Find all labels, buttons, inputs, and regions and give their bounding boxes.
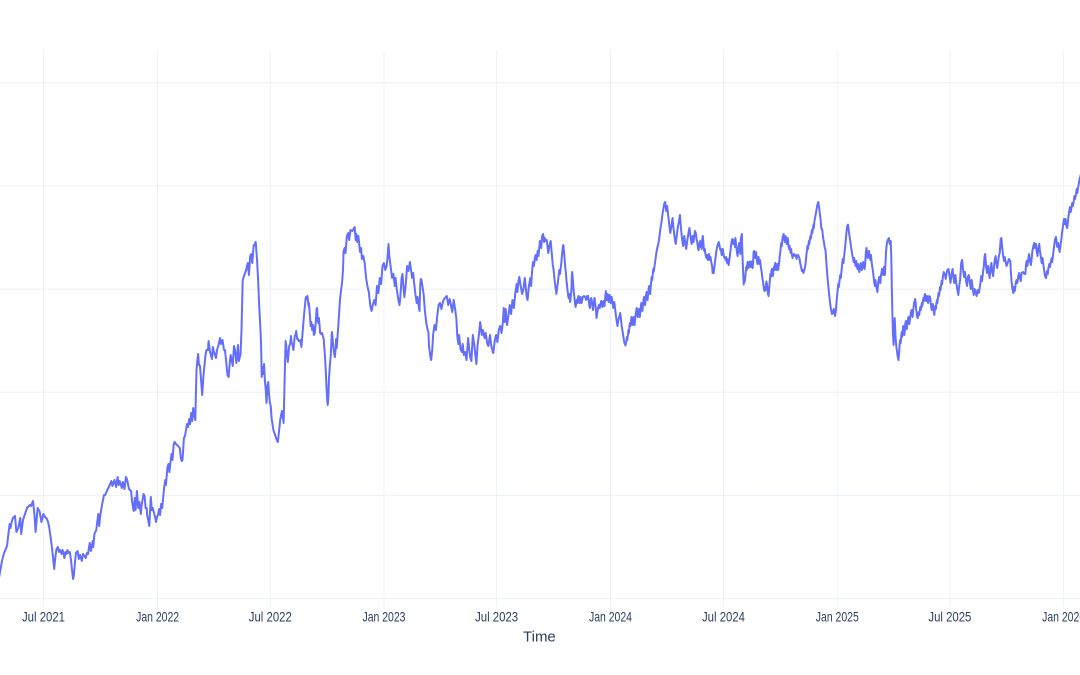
- svg-text:Jul 2022: Jul 2022: [249, 609, 292, 624]
- svg-text:Jan 2022: Jan 2022: [136, 609, 179, 624]
- svg-text:Jul 2025: Jul 2025: [928, 609, 971, 624]
- svg-text:Jan 2026: Jan 2026: [1042, 609, 1080, 624]
- svg-text:Jan 2025: Jan 2025: [816, 609, 859, 624]
- svg-text:Jul 2023: Jul 2023: [475, 609, 518, 624]
- svg-text:Jan 2024: Jan 2024: [589, 609, 632, 624]
- svg-text:Jan 2023: Jan 2023: [363, 609, 406, 624]
- svg-text:Time: Time: [523, 629, 556, 646]
- svg-text:Jul 2024: Jul 2024: [702, 609, 745, 624]
- svg-text:Jul 2021: Jul 2021: [22, 609, 65, 624]
